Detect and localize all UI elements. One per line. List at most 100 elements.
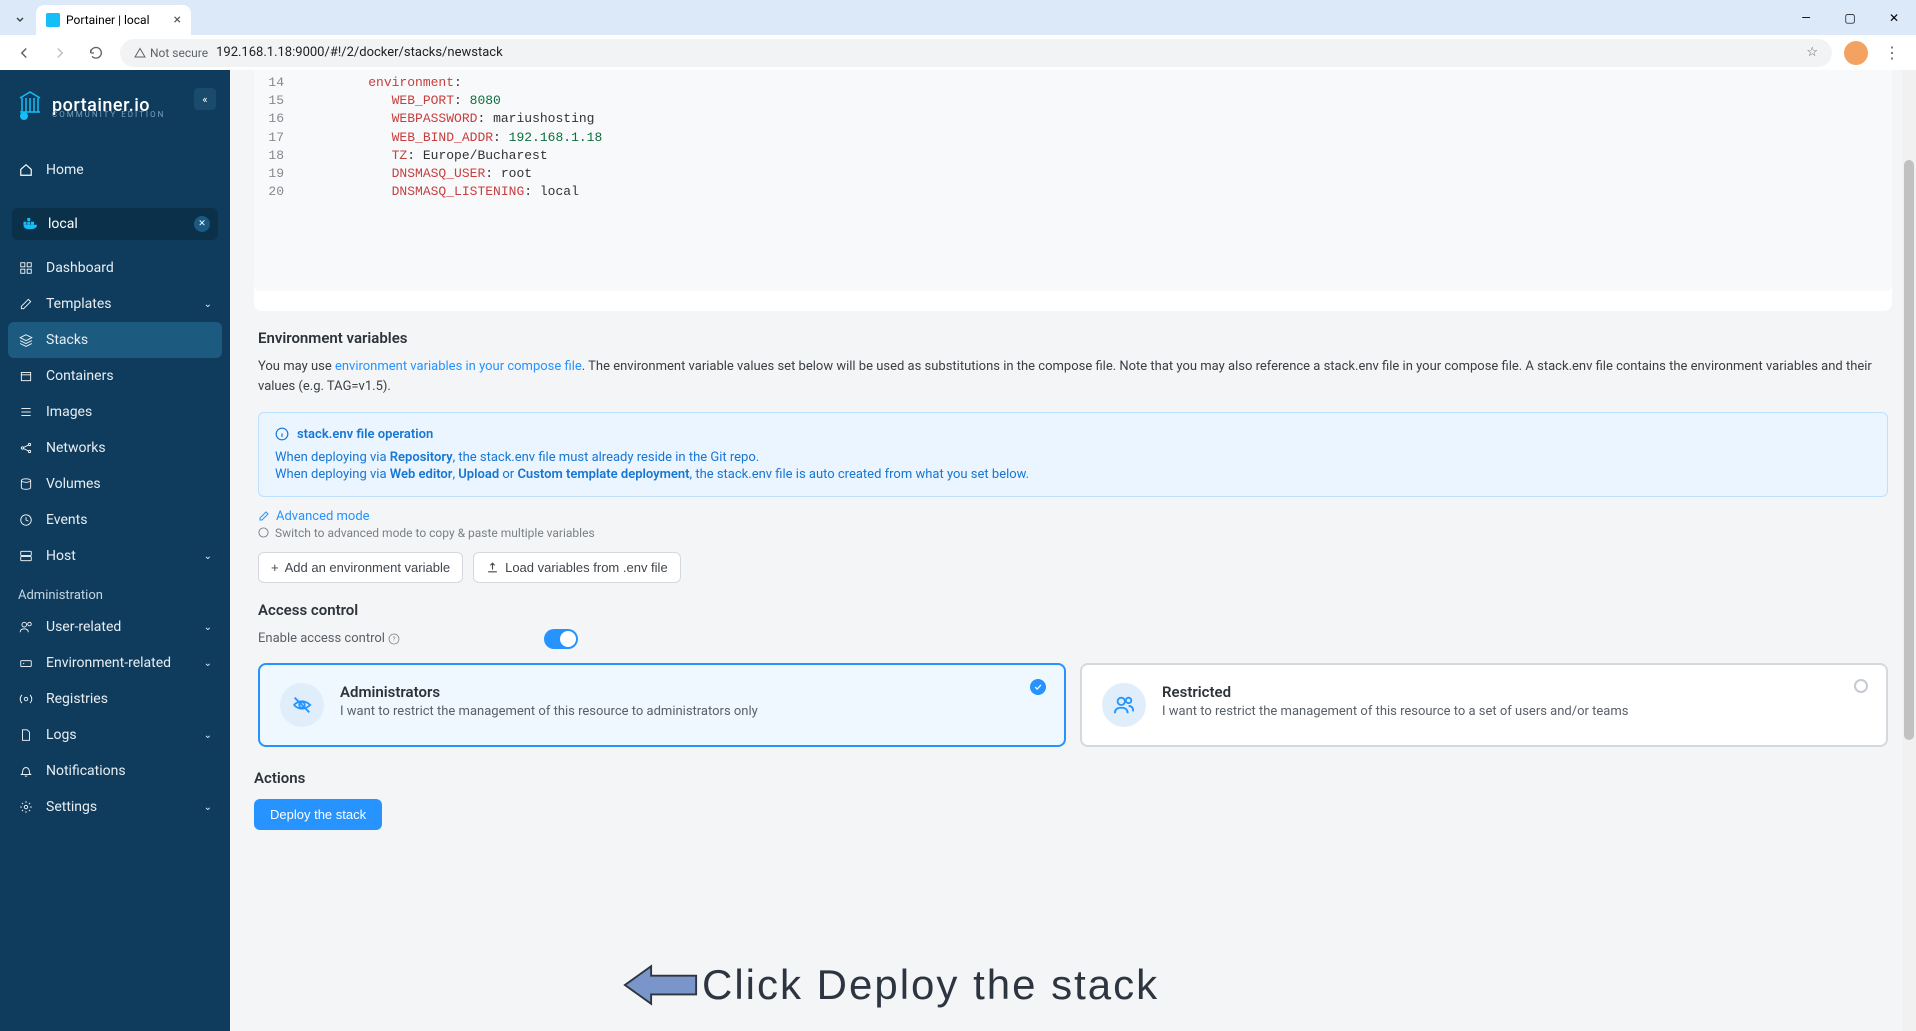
eye-off-icon <box>280 683 324 727</box>
sidebar-item-host[interactable]: Host⌄ <box>0 538 230 574</box>
tab-close-icon[interactable]: × <box>174 12 181 28</box>
sidebar-item-stacks[interactable]: Stacks <box>8 322 222 358</box>
help-icon[interactable]: ? <box>388 633 400 645</box>
profile-avatar[interactable] <box>1844 41 1868 65</box>
code-editor[interactable]: 14 environment:15 WEB_PORT: 808016 WEBPA… <box>254 70 1892 291</box>
sidebar-item-networks[interactable]: Networks <box>0 430 230 466</box>
tab-title: Portainer | local <box>66 13 150 27</box>
portainer-logo-icon <box>16 88 44 122</box>
sidebar: portainer.io COMMUNITY EDITION « Home lo… <box>0 70 230 1031</box>
layers-icon <box>18 333 34 347</box>
browser-menu-icon[interactable]: ⋮ <box>1880 43 1904 62</box>
sidebar-item-notifications[interactable]: Notifications <box>0 753 230 789</box>
environment-pill[interactable]: local ✕ <box>12 208 218 240</box>
enable-access-label: Enable access control ? <box>258 631 400 646</box>
sidebar-item-environment-related[interactable]: Environment-related⌄ <box>0 645 230 681</box>
sidebar-item-dashboard[interactable]: Dashboard <box>0 250 230 286</box>
deploy-stack-button[interactable]: Deploy the stack <box>254 799 382 830</box>
chevron-down-icon: ⌄ <box>204 622 212 633</box>
access-option-restricted[interactable]: Restricted I want to restrict the manage… <box>1080 663 1888 747</box>
advanced-mode-link[interactable]: Advanced mode <box>258 509 1888 524</box>
sidebar-item-images[interactable]: Images <box>0 394 230 430</box>
svg-text:?: ? <box>393 636 396 643</box>
main-content: 14 environment:15 WEB_PORT: 808016 WEBPA… <box>230 70 1916 1031</box>
db-icon <box>18 477 34 491</box>
env-vars-title: Environment variables <box>258 329 1888 347</box>
sidebar-item-events[interactable]: Events <box>0 502 230 538</box>
code-line: 19 DNSMASQ_USER: root <box>254 165 1892 183</box>
access-option-administrators[interactable]: Administrators I want to restrict the ma… <box>258 663 1066 747</box>
close-window-button[interactable]: ✕ <box>1872 0 1916 35</box>
code-line: 16 WEBPASSWORD: mariushosting <box>254 110 1892 128</box>
gear-icon <box>18 800 34 814</box>
sidebar-item-volumes[interactable]: Volumes <box>0 466 230 502</box>
url-text: 192.168.1.18:9000/#!/2/docker/stacks/new… <box>216 45 503 60</box>
add-env-var-button[interactable]: + Add an environment variable <box>258 552 463 583</box>
grid-icon <box>18 261 34 275</box>
window-controls: — ▢ ✕ <box>1784 0 1916 35</box>
code-line: 14 environment: <box>254 74 1892 92</box>
sidebar-item-user-related[interactable]: User-related⌄ <box>0 609 230 645</box>
advanced-mode-hint: Switch to advanced mode to copy & paste … <box>258 526 1888 540</box>
access-control-title: Access control <box>258 601 1888 619</box>
users-icon <box>1102 683 1146 727</box>
load-env-file-button[interactable]: Load variables from .env file <box>473 552 681 583</box>
server-icon <box>18 549 34 563</box>
minimize-button[interactable]: — <box>1784 0 1828 35</box>
env-vars-doc-link[interactable]: environment variables in your compose fi… <box>335 359 582 374</box>
browser-tab[interactable]: Portainer | local × <box>36 5 191 35</box>
info-small-icon <box>258 527 269 538</box>
box-icon <box>18 369 34 383</box>
admin-section-label: Administration <box>0 574 230 609</box>
sidebar-item-settings[interactable]: Settings⌄ <box>0 789 230 825</box>
chevron-down-icon: ⌄ <box>204 658 212 669</box>
bell-icon <box>18 764 34 778</box>
tab-bar: Portainer | local × — ▢ ✕ <box>0 0 1916 35</box>
chevron-down-icon: ⌄ <box>204 730 212 741</box>
tab-dropdown[interactable] <box>8 7 32 31</box>
env-vars-help: You may use environment variables in you… <box>258 357 1888 397</box>
forward-button[interactable] <box>48 41 72 65</box>
chevron-down-icon: ⌄ <box>204 551 212 562</box>
reload-button[interactable] <box>84 41 108 65</box>
sidebar-collapse-button[interactable]: « <box>194 88 216 110</box>
security-badge: Not secure <box>134 46 208 60</box>
hdd-icon <box>18 656 34 670</box>
chevron-down-icon: ⌄ <box>204 802 212 813</box>
tab-favicon-icon <box>46 13 60 27</box>
env-close-icon[interactable]: ✕ <box>194 216 210 232</box>
sidebar-item-registries[interactable]: Registries <box>0 681 230 717</box>
browser-chrome: Portainer | local × — ▢ ✕ Not secure 192… <box>0 0 1916 70</box>
upload-icon <box>486 561 499 574</box>
logo-subtitle: COMMUNITY EDITION <box>52 110 165 119</box>
check-icon <box>1030 679 1046 695</box>
docker-icon <box>22 217 40 231</box>
url-input[interactable]: Not secure 192.168.1.18:9000/#!/2/docker… <box>120 39 1832 67</box>
list-icon <box>18 405 34 419</box>
sidebar-item-containers[interactable]: Containers <box>0 358 230 394</box>
info-icon <box>275 427 289 441</box>
code-line: 18 TZ: Europe/Bucharest <box>254 147 1892 165</box>
sidebar-item-templates[interactable]: Templates⌄ <box>0 286 230 322</box>
maximize-button[interactable]: ▢ <box>1828 0 1872 35</box>
edit-icon <box>18 297 34 311</box>
radio-icon <box>18 692 34 706</box>
actions-title: Actions <box>254 769 1892 787</box>
share-icon <box>18 441 34 455</box>
address-bar: Not secure 192.168.1.18:9000/#!/2/docker… <box>0 35 1916 70</box>
access-control-toggle[interactable] <box>544 629 578 649</box>
sidebar-item-home[interactable]: Home <box>0 152 230 188</box>
code-line: 20 DNSMASQ_LISTENING: local <box>254 183 1892 201</box>
users-icon <box>18 620 34 634</box>
radio-unchecked-icon <box>1854 679 1868 693</box>
plus-icon: + <box>271 560 279 575</box>
sidebar-item-logs[interactable]: Logs⌄ <box>0 717 230 753</box>
bookmark-icon[interactable]: ☆ <box>1806 45 1818 60</box>
back-button[interactable] <box>12 41 36 65</box>
stack-env-info-box: stack.env file operation When deploying … <box>258 412 1888 497</box>
sidebar-header: portainer.io COMMUNITY EDITION « <box>0 70 230 134</box>
edit-icon <box>258 510 270 522</box>
scrollbar-thumb[interactable] <box>1904 160 1914 740</box>
chevron-down-icon: ⌄ <box>204 299 212 310</box>
home-icon <box>18 163 34 177</box>
